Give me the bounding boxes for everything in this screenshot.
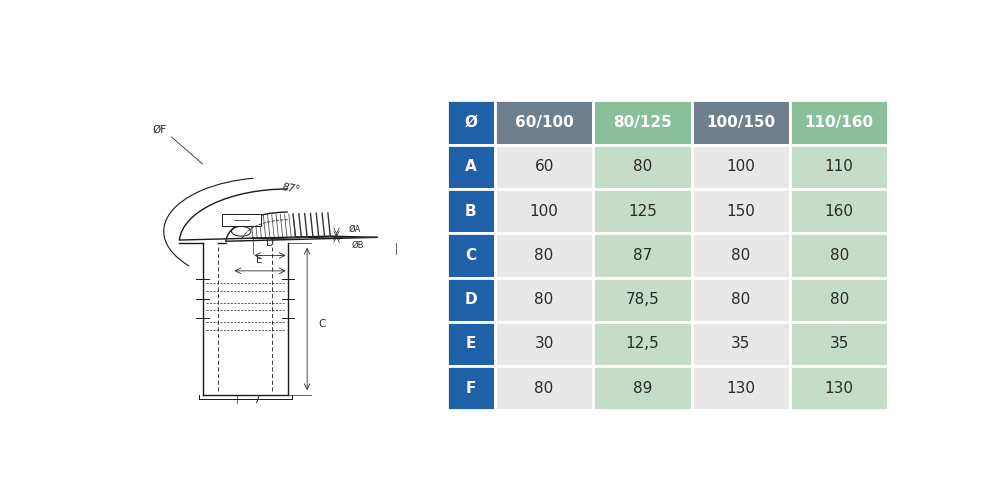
Text: 35: 35 <box>731 336 751 351</box>
Bar <box>692 322 790 366</box>
Text: 60/100: 60/100 <box>515 115 573 130</box>
Text: C: C <box>465 248 476 263</box>
Text: 80/125: 80/125 <box>613 115 672 130</box>
Bar <box>790 278 888 322</box>
Text: ØF: ØF <box>153 124 167 134</box>
Text: 130: 130 <box>825 380 854 396</box>
Bar <box>447 144 495 189</box>
Text: E: E <box>256 255 263 265</box>
Bar <box>790 100 888 144</box>
Bar <box>593 189 692 233</box>
Text: F: F <box>466 380 476 396</box>
Bar <box>593 233 692 278</box>
Text: 110: 110 <box>825 160 854 174</box>
Bar <box>593 366 692 410</box>
Text: 100/150: 100/150 <box>706 115 775 130</box>
Text: ØA: ØA <box>348 224 361 234</box>
Bar <box>447 233 495 278</box>
Text: 87: 87 <box>633 248 652 263</box>
Bar <box>593 100 692 144</box>
Text: D: D <box>266 238 274 248</box>
Text: 89: 89 <box>633 380 652 396</box>
Text: 87°: 87° <box>282 182 302 196</box>
Bar <box>692 366 790 410</box>
Bar <box>790 233 888 278</box>
Text: 78,5: 78,5 <box>626 292 659 307</box>
Bar <box>222 214 261 226</box>
Bar <box>447 322 495 366</box>
Bar <box>447 366 495 410</box>
Text: 60: 60 <box>534 160 554 174</box>
Text: C: C <box>319 318 326 328</box>
Bar <box>495 278 593 322</box>
Text: 80: 80 <box>534 248 554 263</box>
Bar <box>593 144 692 189</box>
Text: A: A <box>465 160 477 174</box>
Text: B: B <box>465 204 477 218</box>
Text: 7: 7 <box>253 395 260 405</box>
Bar <box>692 144 790 189</box>
Bar <box>495 322 593 366</box>
Text: 160: 160 <box>825 204 854 218</box>
Text: 80: 80 <box>830 248 849 263</box>
Text: 80: 80 <box>731 248 750 263</box>
Bar <box>447 278 495 322</box>
Text: 110/160: 110/160 <box>805 115 874 130</box>
Text: 80: 80 <box>633 160 652 174</box>
Bar <box>495 100 593 144</box>
Text: D: D <box>464 292 477 307</box>
Bar <box>790 366 888 410</box>
Bar <box>790 322 888 366</box>
Bar <box>495 233 593 278</box>
Bar <box>790 144 888 189</box>
Bar <box>495 144 593 189</box>
Bar <box>593 322 692 366</box>
Bar <box>692 100 790 144</box>
Bar <box>692 189 790 233</box>
Text: 100: 100 <box>726 160 755 174</box>
Bar <box>447 189 495 233</box>
Text: 150: 150 <box>726 204 755 218</box>
Text: E: E <box>466 336 476 351</box>
Bar <box>692 278 790 322</box>
Text: 80: 80 <box>731 292 750 307</box>
Text: 80: 80 <box>534 292 554 307</box>
Text: 80: 80 <box>830 292 849 307</box>
Text: 100: 100 <box>530 204 559 218</box>
Text: 130: 130 <box>726 380 755 396</box>
Text: ØB: ØB <box>351 240 364 250</box>
Text: 30: 30 <box>534 336 554 351</box>
Bar <box>593 278 692 322</box>
Bar <box>447 100 495 144</box>
Text: 35: 35 <box>830 336 849 351</box>
Bar <box>790 189 888 233</box>
Bar <box>692 233 790 278</box>
Text: Ø: Ø <box>464 115 477 130</box>
Text: 12,5: 12,5 <box>626 336 659 351</box>
Text: 80: 80 <box>534 380 554 396</box>
Bar <box>495 366 593 410</box>
Bar <box>495 189 593 233</box>
Text: 125: 125 <box>628 204 657 218</box>
